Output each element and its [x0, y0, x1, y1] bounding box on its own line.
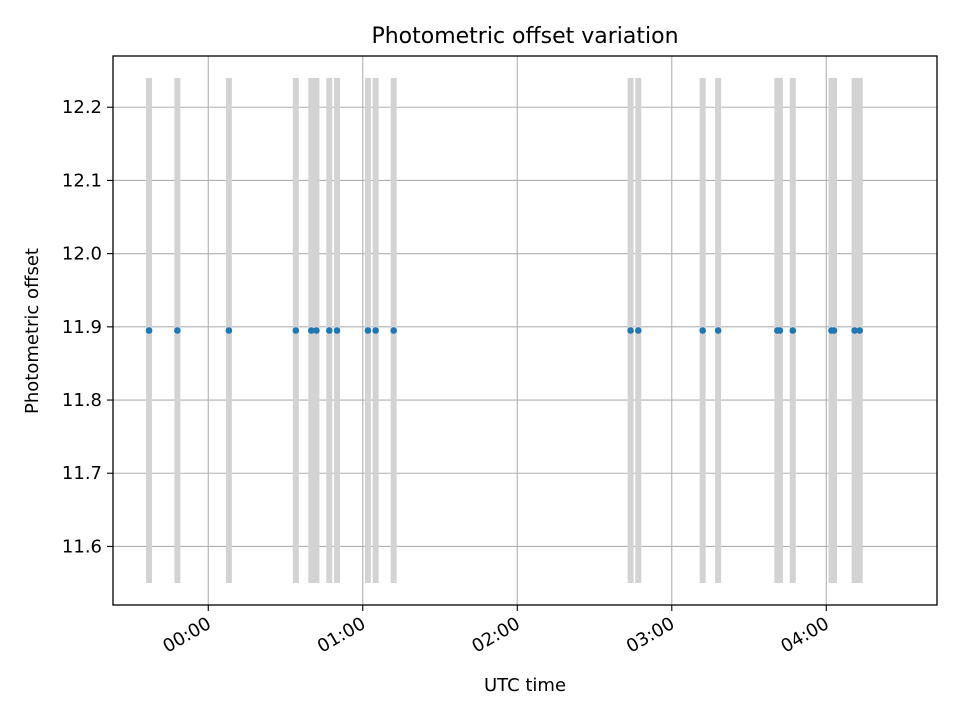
- data-point: [307, 327, 315, 334]
- data-point: [333, 327, 341, 334]
- y-tick-label: 12.2: [62, 97, 102, 118]
- data-point: [830, 327, 838, 334]
- data-point: [789, 327, 797, 334]
- data-point: [372, 327, 379, 334]
- data-point: [714, 327, 722, 334]
- grid: [113, 56, 937, 605]
- chart-title: Photometric offset variation: [371, 24, 678, 49]
- data-point: [851, 327, 858, 334]
- y-tick-label: 11.8: [62, 390, 102, 411]
- y-axis-title: Photometric offset: [22, 248, 43, 414]
- y-ticks: 11.6 11.7 11.8 11.9 12.0 12.1 12.2: [62, 97, 113, 557]
- x-axis-title: UTC time: [484, 675, 566, 696]
- y-tick-label: 11.9: [62, 317, 102, 338]
- y-tick-label: 11.6: [62, 536, 102, 557]
- data-point: [364, 327, 372, 334]
- data-point: [390, 327, 397, 334]
- data-point: [627, 327, 634, 334]
- y-tick-label: 12.0: [62, 244, 102, 265]
- data-point: [776, 327, 784, 334]
- y-tick-label: 12.1: [62, 170, 102, 191]
- data-point: [292, 327, 300, 334]
- data-point: [225, 327, 233, 334]
- plot-frame: [112, 55, 938, 606]
- data-point: [326, 327, 333, 334]
- data-point: [174, 327, 181, 334]
- data-point: [635, 327, 642, 334]
- y-tick-label: 11.7: [62, 463, 102, 484]
- data-point: [313, 327, 320, 334]
- data-point: [699, 327, 706, 334]
- data-points: [145, 327, 864, 334]
- data-point: [145, 327, 153, 334]
- data-point: [856, 327, 864, 334]
